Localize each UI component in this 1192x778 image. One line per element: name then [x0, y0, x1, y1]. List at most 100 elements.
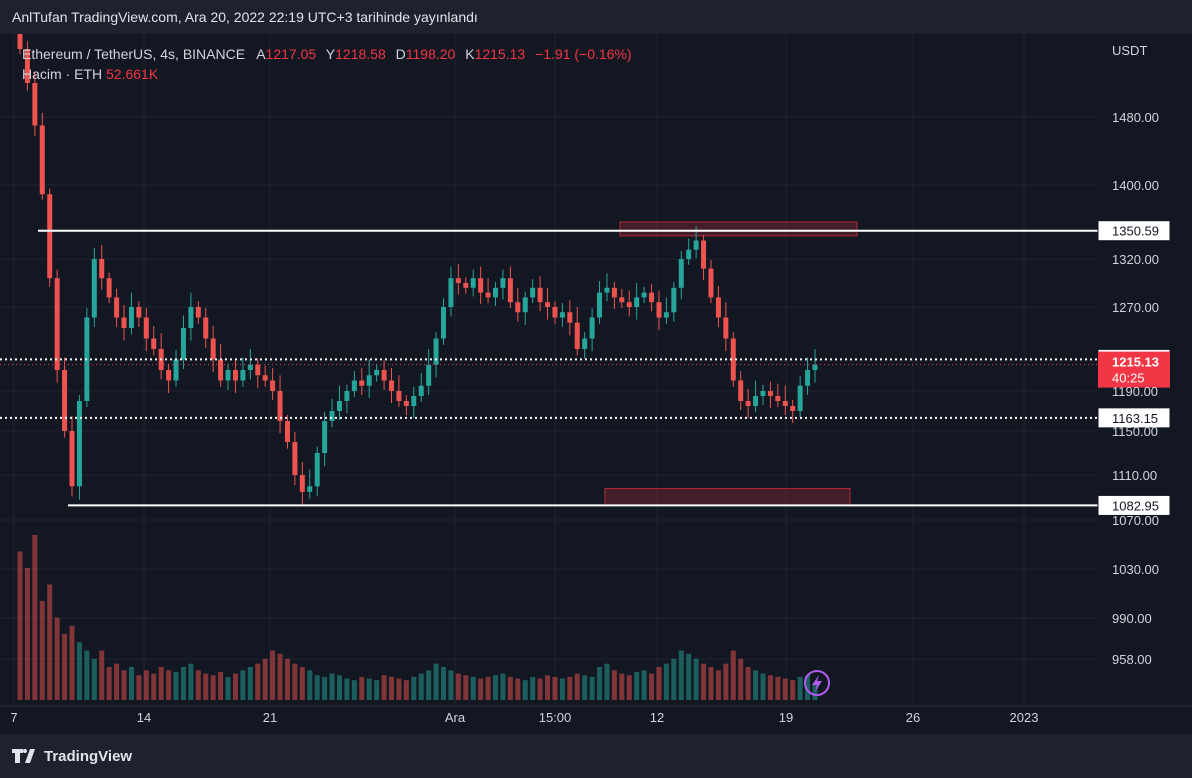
volume-bar — [708, 667, 714, 700]
close-value: 1215.13 — [474, 46, 526, 62]
volume-bar — [158, 667, 164, 700]
symbol-title: Ethereum / TetherUS, 4s, BINANCE — [22, 46, 246, 62]
candle-body — [188, 307, 194, 328]
y-tick-label: 958.00 — [1112, 652, 1152, 667]
volume-bar — [180, 667, 186, 700]
candle-body — [515, 302, 521, 313]
level-label: 1163.15 — [1112, 411, 1158, 426]
candle-body — [805, 370, 811, 386]
volume-bar — [203, 673, 209, 700]
countdown-label: 40:25 — [1112, 371, 1145, 386]
volume-bar — [314, 675, 320, 700]
candle-body — [574, 322, 580, 349]
candle-body — [530, 287, 536, 298]
candle-body — [322, 421, 328, 453]
candle-body — [47, 194, 53, 279]
volume-bar — [307, 670, 313, 700]
candle-body — [455, 278, 461, 283]
volume-bar — [91, 658, 97, 700]
volume-bar — [292, 663, 298, 700]
ohlc-row: Ethereum / TetherUS, 4s, BINANCE A1217.0… — [22, 44, 638, 64]
candle-body — [91, 259, 97, 318]
candle-body — [314, 453, 320, 487]
candle-body — [708, 268, 714, 298]
y-tick-label: 1070.00 — [1112, 513, 1159, 528]
x-tick-label: 19 — [779, 710, 793, 725]
candle-body — [723, 317, 729, 339]
volume-bar — [797, 676, 803, 700]
candle-body — [292, 442, 298, 475]
candle-body — [767, 391, 773, 396]
volume-bar — [69, 625, 75, 700]
y-tick-label: 990.00 — [1112, 611, 1152, 626]
volume-bar — [545, 675, 551, 700]
candle-body — [396, 391, 402, 401]
volume-bar — [418, 673, 424, 700]
candle-body — [582, 338, 588, 349]
y-tick-label: 1190.00 — [1112, 384, 1158, 399]
lightning-bolt-icon — [812, 675, 822, 692]
volume-bar — [188, 663, 194, 700]
volume-bar — [54, 617, 60, 700]
x-tick-label: 21 — [263, 710, 277, 725]
volume-bar — [686, 653, 692, 700]
x-tick-label: 2023 — [1010, 710, 1039, 725]
candle-body — [604, 287, 610, 293]
volume-bar — [277, 653, 283, 700]
candle-body — [649, 292, 655, 303]
candle-body — [247, 364, 253, 370]
candle-body — [671, 287, 677, 313]
volume-bar — [671, 658, 677, 700]
high-key: Y — [325, 46, 336, 62]
volume-bar — [173, 671, 179, 700]
candle-body — [24, 49, 30, 83]
candle-body — [678, 259, 684, 288]
volume-bar — [441, 667, 447, 700]
volume-bar — [39, 601, 45, 700]
volume-bar — [493, 675, 499, 700]
volume-bar — [121, 670, 127, 700]
volume-bar — [805, 675, 811, 700]
candle-body — [619, 297, 625, 303]
candle-body — [797, 385, 803, 411]
price-chart[interactable]: 1350.591220.091163.151082.951215.1340:25… — [0, 34, 1192, 734]
footer-brand[interactable]: TradingView — [44, 747, 133, 765]
volume-bar — [270, 650, 276, 700]
candle-body — [121, 317, 127, 328]
volume-bar — [530, 676, 536, 700]
candle-body — [656, 302, 662, 318]
candle-body — [493, 287, 499, 298]
candle-body — [329, 411, 335, 421]
volume-bar — [611, 670, 617, 700]
volume-bar — [195, 670, 201, 700]
volume-bar — [388, 676, 394, 700]
candle-body — [507, 278, 513, 303]
volume-label: Hacim · ETH — [22, 66, 103, 82]
volume-bar — [619, 673, 625, 700]
candle-body — [366, 375, 372, 386]
resistance-zone — [619, 221, 858, 237]
footer: TradingView — [0, 734, 1192, 778]
chart-area[interactable]: 1350.591220.091163.151082.951215.1340:25… — [0, 34, 1192, 734]
volume-bar — [396, 678, 402, 700]
candle-body — [62, 370, 68, 431]
y-tick-label: 1030.00 — [1112, 562, 1159, 577]
volume-bar — [693, 658, 699, 700]
volume-bar — [715, 670, 721, 700]
volume-bar — [62, 634, 68, 700]
current-price-label: 1215.13 — [1112, 355, 1159, 370]
candle-body — [270, 380, 276, 391]
volume-bar — [24, 568, 30, 700]
volume-bar — [240, 670, 246, 700]
volume-bar — [247, 667, 253, 700]
candle-body — [693, 240, 699, 250]
candle-body — [426, 364, 432, 386]
candle-body — [284, 421, 290, 442]
volume-bar — [656, 667, 662, 700]
candle-body — [745, 401, 751, 406]
candle-body — [686, 249, 692, 259]
volume-bar — [522, 680, 528, 700]
candle-body — [626, 302, 632, 307]
candle-body — [128, 307, 134, 328]
y-tick-label: 1270.00 — [1112, 300, 1159, 315]
